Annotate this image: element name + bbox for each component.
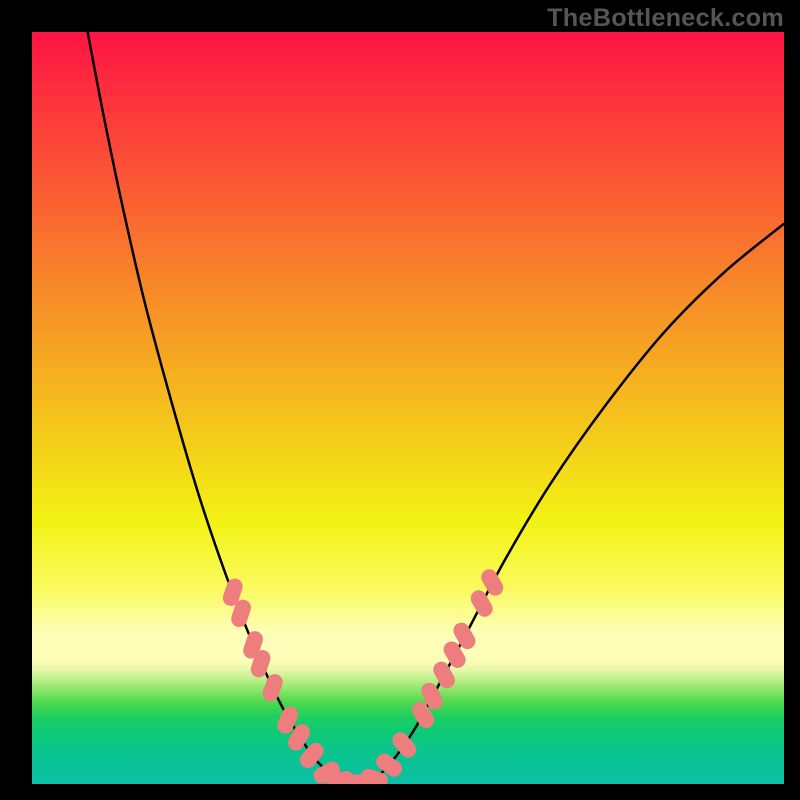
branding-label: TheBottleneck.com xyxy=(547,4,784,33)
plot-background xyxy=(32,32,784,784)
chart-svg xyxy=(0,0,800,800)
